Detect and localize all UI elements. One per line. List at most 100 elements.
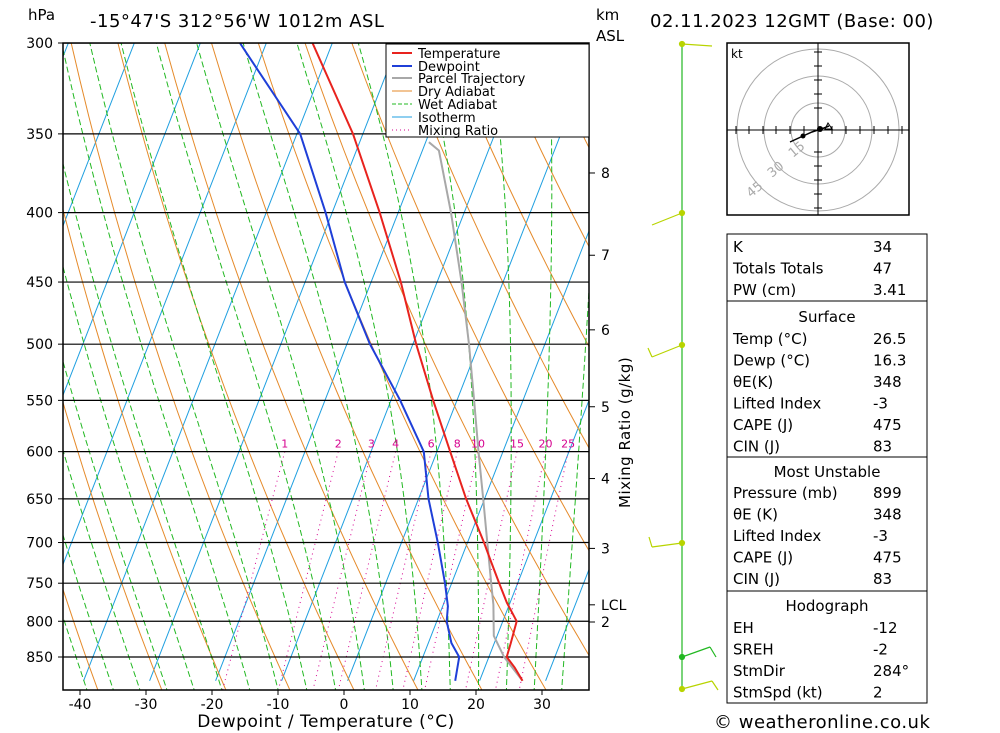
pressure-tick-label: 800 xyxy=(26,614,53,630)
temperature-tick-label: 0 xyxy=(340,697,349,713)
dry-adiabat-line xyxy=(63,207,227,690)
index-value: 83 xyxy=(873,570,892,588)
parcel-trajectory-line xyxy=(428,141,524,682)
datetime-title: 02.11.2023 12GMT (Base: 00) xyxy=(650,11,934,32)
temperature-tick-label: -40 xyxy=(69,697,92,713)
wet-adiabat-line xyxy=(63,448,141,690)
legend: Temperature Dewpoint Parcel Trajectory D… xyxy=(385,43,590,139)
mixing-ratio-line xyxy=(424,451,479,690)
km-tick-label: 5 xyxy=(601,400,610,416)
index-value: 83 xyxy=(873,438,892,456)
legend-isotherm: Isotherm xyxy=(418,111,476,126)
dry-adiabat-line xyxy=(257,43,547,690)
index-value: 475 xyxy=(873,549,902,567)
asl-label: ASL xyxy=(596,27,625,45)
wet-adiabat-line xyxy=(357,43,451,690)
index-label: Pressure (mb) xyxy=(733,484,838,502)
index-label: Lifted Index xyxy=(733,527,821,545)
index-label: EH xyxy=(733,619,754,637)
pressure-tick-label: 350 xyxy=(26,127,53,143)
index-value: 475 xyxy=(873,416,902,434)
dry-adiabat-line xyxy=(304,43,589,657)
legend-temperature: Temperature xyxy=(417,47,500,62)
dry-adiabat-line xyxy=(63,587,99,690)
km-tick-label: 4 xyxy=(601,472,610,488)
storm-motion-marker xyxy=(824,122,833,130)
mixing-ratio-label: 25 xyxy=(561,438,575,451)
surface-section-title: Surface xyxy=(798,308,855,326)
index-values: K 34 Totals Totals 47 PW (cm) 3.41 Surface Temp… xyxy=(732,238,909,702)
pressure-tick-label: 700 xyxy=(26,536,53,552)
dry-adiabat-lines xyxy=(63,2,1000,690)
temperature-tick-label: -20 xyxy=(201,697,224,713)
mixing-ratio-label: 4 xyxy=(392,438,399,451)
index-label: PW (cm) xyxy=(733,281,796,299)
index-value: 348 xyxy=(873,506,902,524)
mixing-ratio-label: 2 xyxy=(335,438,342,451)
isotherm-line xyxy=(63,43,135,228)
km-tick-label: LCL xyxy=(601,598,627,614)
dry-adiabat-line xyxy=(933,2,1000,690)
mixing-ratio-line xyxy=(518,451,569,690)
pressure-tick-label: 450 xyxy=(26,275,53,291)
mixing-ratio-label: 20 xyxy=(538,438,552,451)
hodograph: kt 15 30 45 xyxy=(726,42,910,216)
legend-dewpoint: Dewpoint xyxy=(418,60,480,75)
mixing-ratio-label: 3 xyxy=(368,438,375,451)
pressure-tick-label: 750 xyxy=(26,576,53,592)
index-label: CAPE (J) xyxy=(733,549,793,567)
index-label: CIN (J) xyxy=(733,570,780,588)
wet-adiabat-line xyxy=(423,43,480,690)
pressure-tick-label: 300 xyxy=(26,36,53,52)
temperature-tick-labels: -40 -30 -20 -10 0 10 20 30 xyxy=(69,690,551,713)
mixing-ratio-line xyxy=(222,451,286,690)
index-label: θE(K) xyxy=(733,373,773,391)
pressure-unit-label: hPa xyxy=(28,6,55,24)
plot-frame xyxy=(62,42,590,691)
wet-adiabat-line xyxy=(561,281,589,690)
wet-adiabat-line xyxy=(155,43,337,690)
isotherm-line xyxy=(479,398,589,681)
wet-adiabat-line xyxy=(63,264,195,690)
dewpoint-line xyxy=(239,43,461,681)
index-label: SREH xyxy=(733,641,774,659)
wet-adiabat-line xyxy=(63,533,114,690)
dry-adiabat-line xyxy=(70,43,291,690)
wet-adiabat-line xyxy=(63,359,168,690)
mixing-ratio-label: 1 xyxy=(281,438,288,451)
isotherm-line xyxy=(63,43,267,566)
pressure-tick-label: 500 xyxy=(26,337,53,353)
index-value: -3 xyxy=(873,527,888,545)
temperature-tick-label: 20 xyxy=(467,697,485,713)
index-value: -12 xyxy=(873,619,898,637)
temperature-tick-label: -10 xyxy=(267,697,290,713)
wet-adiabat-line xyxy=(533,43,553,690)
pressure-tick-label: 550 xyxy=(26,393,53,409)
mixing-ratio-label: 10 xyxy=(471,438,485,451)
mixing-ratio-line xyxy=(337,451,397,690)
index-label: K xyxy=(733,238,744,256)
wet-adiabat-line xyxy=(616,2,690,694)
wet-adiabat-line xyxy=(296,43,423,690)
dry-adiabat-line xyxy=(351,43,589,552)
index-value: 348 xyxy=(873,373,902,391)
wet-adiabat-line xyxy=(63,161,223,690)
mixing-ratio-label: 15 xyxy=(510,438,524,451)
wet-adiabat-line xyxy=(588,684,589,690)
wet-adiabat-line xyxy=(242,43,394,690)
hodograph-point xyxy=(800,133,806,139)
wet-adiabat-line xyxy=(63,47,251,690)
isotherm-line xyxy=(83,43,333,681)
dry-adiabat-line xyxy=(398,43,589,449)
legend-mixing-ratio: Mixing Ratio xyxy=(418,124,498,139)
wind-profile xyxy=(647,40,719,693)
km-label: km xyxy=(596,6,619,24)
most-unstable-section-title: Most Unstable xyxy=(774,463,881,481)
location-title: -15°47'S 312°56'W 1012m ASL xyxy=(90,11,384,32)
hodograph-section-title: Hodograph xyxy=(785,597,868,615)
index-label: StmDir xyxy=(733,662,786,680)
temperature-tick-label: -30 xyxy=(135,697,158,713)
wet-adiabat-line xyxy=(63,615,88,690)
